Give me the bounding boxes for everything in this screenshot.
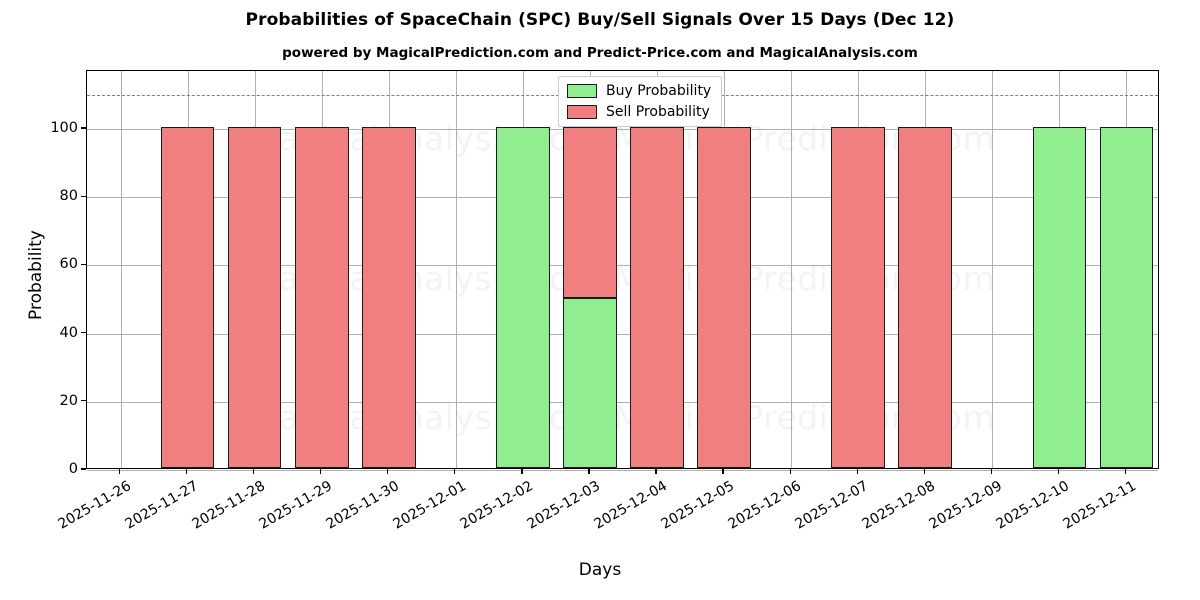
bar-sell	[160, 126, 215, 468]
y-tick-label: 80	[59, 188, 78, 205]
plot-area: MagicalAnalysis.com MagicalPrediction.co…	[86, 70, 1159, 471]
x-axis-label: Days	[578, 560, 622, 580]
x-tick-mark	[185, 469, 188, 474]
legend-item[interactable]: Buy Probability	[567, 83, 711, 99]
chart-legend[interactable]: Buy Probability Sell Probability	[558, 76, 723, 127]
y-tick-label: 0	[68, 461, 78, 477]
x-tick-mark	[387, 469, 389, 474]
gridline-horizontal	[87, 197, 1158, 199]
x-tick-mark	[118, 469, 121, 474]
gridline-horizontal	[87, 470, 1158, 471]
gridline-horizontal	[87, 333, 1158, 335]
bar-buy	[563, 297, 617, 468]
legend-item[interactable]: Sell Probability	[567, 104, 711, 120]
x-tick-mark	[521, 469, 523, 474]
x-tick-mark	[320, 469, 322, 474]
legend-swatch-buy-icon	[567, 84, 597, 98]
legend-swatch-sell-icon	[567, 105, 597, 119]
bar-buy	[1099, 126, 1154, 468]
legend-label: Sell Probability	[606, 104, 710, 120]
x-tick-mark	[856, 469, 858, 474]
bar-sell	[831, 126, 886, 468]
legend-label: Buy Probability	[606, 83, 712, 99]
gridline-vertical	[791, 71, 793, 468]
x-tick-mark	[655, 469, 657, 474]
y-tick-label: 60	[59, 256, 78, 273]
bar-buy	[1032, 126, 1087, 468]
x-tick-mark	[990, 469, 992, 474]
x-tick-mark	[789, 469, 791, 474]
x-tick-mark	[1057, 469, 1060, 474]
bar-sell	[563, 127, 617, 298]
bar-sell	[898, 126, 953, 468]
bar-sell	[294, 126, 349, 468]
gridline-vertical	[992, 71, 994, 468]
gridline-vertical	[120, 71, 122, 468]
gridline-horizontal	[87, 401, 1158, 403]
y-tick-label: 20	[59, 392, 78, 409]
bar-sell	[630, 126, 684, 468]
bars-layer	[87, 71, 1158, 468]
y-tick-mark	[81, 400, 86, 402]
gridline-vertical	[455, 71, 457, 468]
y-tick-label: 100	[50, 119, 78, 136]
gridline-horizontal	[87, 128, 1158, 130]
bar-sell	[227, 126, 282, 468]
y-tick-mark	[81, 263, 86, 266]
x-tick-mark	[722, 469, 724, 474]
y-tick-mark	[81, 127, 86, 129]
y-tick-mark	[81, 468, 86, 470]
x-tick-mark	[588, 469, 590, 474]
y-axis-label: Probability	[26, 229, 46, 320]
y-tick-mark	[81, 331, 86, 334]
x-tick-mark	[923, 469, 925, 474]
x-tick-mark	[454, 469, 456, 474]
y-tick-label: 40	[59, 324, 78, 341]
x-tick-mark	[1124, 469, 1127, 474]
bar-sell	[697, 126, 751, 468]
bar-sell	[361, 126, 416, 468]
chart-subtitle: powered by MagicalPrediction.com and Pre…	[282, 45, 918, 61]
y-tick-mark	[81, 195, 86, 197]
x-tick-mark	[253, 469, 255, 474]
gridline-horizontal	[87, 265, 1158, 267]
chart-title: Probabilities of SpaceChain (SPC) Buy/Se…	[245, 10, 955, 30]
bar-buy	[496, 126, 550, 468]
